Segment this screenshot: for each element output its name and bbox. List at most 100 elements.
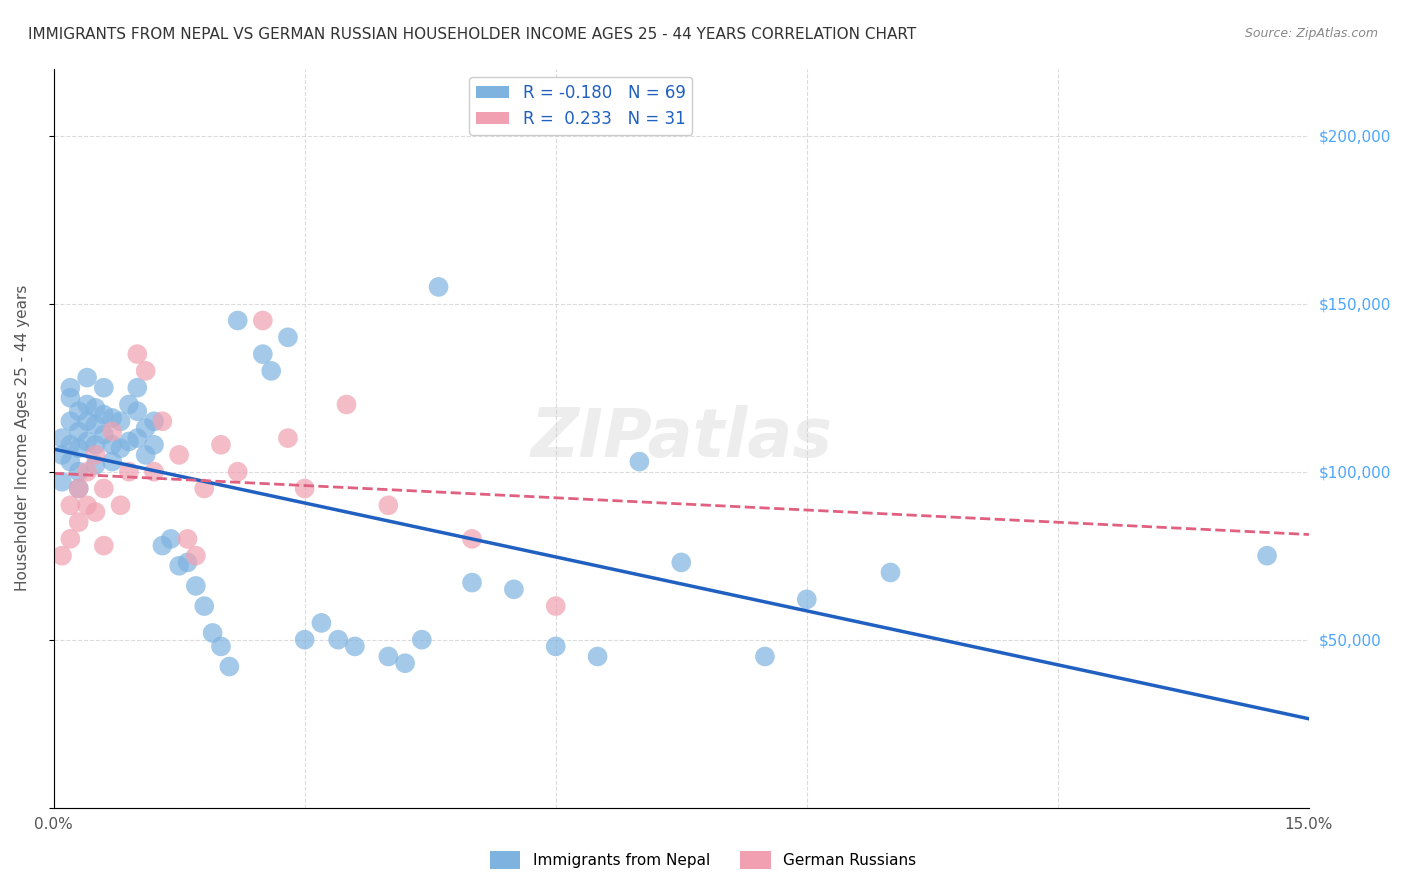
Point — [59, 381, 82, 395]
Point — [294, 482, 316, 496]
Point — [93, 539, 115, 553]
Point — [76, 414, 98, 428]
Point — [118, 397, 141, 411]
Point — [544, 599, 567, 613]
Point — [101, 455, 124, 469]
Point — [628, 455, 651, 469]
Point — [67, 482, 90, 496]
Point — [76, 498, 98, 512]
Text: Source: ZipAtlas.com: Source: ZipAtlas.com — [1244, 27, 1378, 40]
Point — [143, 438, 166, 452]
Point — [51, 431, 73, 445]
Point — [201, 626, 224, 640]
Point — [159, 532, 181, 546]
Point — [394, 657, 416, 671]
Point — [879, 566, 901, 580]
Point — [754, 649, 776, 664]
Point — [311, 615, 333, 630]
Point — [502, 582, 524, 597]
Point — [135, 421, 157, 435]
Point — [51, 475, 73, 489]
Point — [377, 498, 399, 512]
Point — [84, 401, 107, 415]
Point — [51, 448, 73, 462]
Point — [671, 556, 693, 570]
Point — [209, 640, 232, 654]
Point — [152, 539, 174, 553]
Point — [335, 397, 357, 411]
Legend: R = -0.180   N = 69, R =  0.233   N = 31: R = -0.180 N = 69, R = 0.233 N = 31 — [470, 77, 692, 135]
Point — [277, 330, 299, 344]
Point — [328, 632, 350, 647]
Point — [252, 313, 274, 327]
Point — [277, 431, 299, 445]
Point — [84, 438, 107, 452]
Point — [76, 434, 98, 449]
Point — [377, 649, 399, 664]
Point — [93, 482, 115, 496]
Point — [59, 414, 82, 428]
Point — [110, 498, 132, 512]
Point — [93, 381, 115, 395]
Point — [118, 434, 141, 449]
Point — [127, 404, 149, 418]
Point — [135, 364, 157, 378]
Point — [461, 575, 484, 590]
Point — [176, 556, 198, 570]
Point — [118, 465, 141, 479]
Point — [193, 482, 215, 496]
Point — [167, 558, 190, 573]
Text: ZIPatlas: ZIPatlas — [530, 405, 832, 471]
Point — [226, 465, 249, 479]
Point — [226, 313, 249, 327]
Point — [110, 414, 132, 428]
Point — [76, 370, 98, 384]
Legend: Immigrants from Nepal, German Russians: Immigrants from Nepal, German Russians — [484, 845, 922, 875]
Point — [218, 659, 240, 673]
Point — [93, 427, 115, 442]
Point — [67, 441, 90, 455]
Point — [51, 549, 73, 563]
Point — [184, 549, 207, 563]
Point — [84, 417, 107, 432]
Point — [167, 448, 190, 462]
Point — [67, 425, 90, 439]
Point — [67, 465, 90, 479]
Point — [101, 425, 124, 439]
Point — [152, 414, 174, 428]
Point — [59, 532, 82, 546]
Point — [294, 632, 316, 647]
Point — [586, 649, 609, 664]
Y-axis label: Householder Income Ages 25 - 44 years: Householder Income Ages 25 - 44 years — [15, 285, 30, 591]
Point — [76, 397, 98, 411]
Point — [143, 414, 166, 428]
Point — [260, 364, 283, 378]
Point — [101, 438, 124, 452]
Point — [135, 448, 157, 462]
Text: IMMIGRANTS FROM NEPAL VS GERMAN RUSSIAN HOUSEHOLDER INCOME AGES 25 - 44 YEARS CO: IMMIGRANTS FROM NEPAL VS GERMAN RUSSIAN … — [28, 27, 917, 42]
Point — [84, 505, 107, 519]
Point — [59, 391, 82, 405]
Point — [84, 448, 107, 462]
Point — [101, 411, 124, 425]
Point — [252, 347, 274, 361]
Point — [127, 431, 149, 445]
Point — [127, 381, 149, 395]
Point — [176, 532, 198, 546]
Point — [411, 632, 433, 647]
Point — [67, 482, 90, 496]
Point — [193, 599, 215, 613]
Point — [544, 640, 567, 654]
Point — [59, 455, 82, 469]
Point — [343, 640, 366, 654]
Point — [1256, 549, 1278, 563]
Point — [143, 465, 166, 479]
Point — [110, 441, 132, 455]
Point — [84, 458, 107, 472]
Point — [76, 465, 98, 479]
Point — [427, 280, 450, 294]
Point — [93, 408, 115, 422]
Point — [67, 515, 90, 529]
Point — [67, 404, 90, 418]
Point — [184, 579, 207, 593]
